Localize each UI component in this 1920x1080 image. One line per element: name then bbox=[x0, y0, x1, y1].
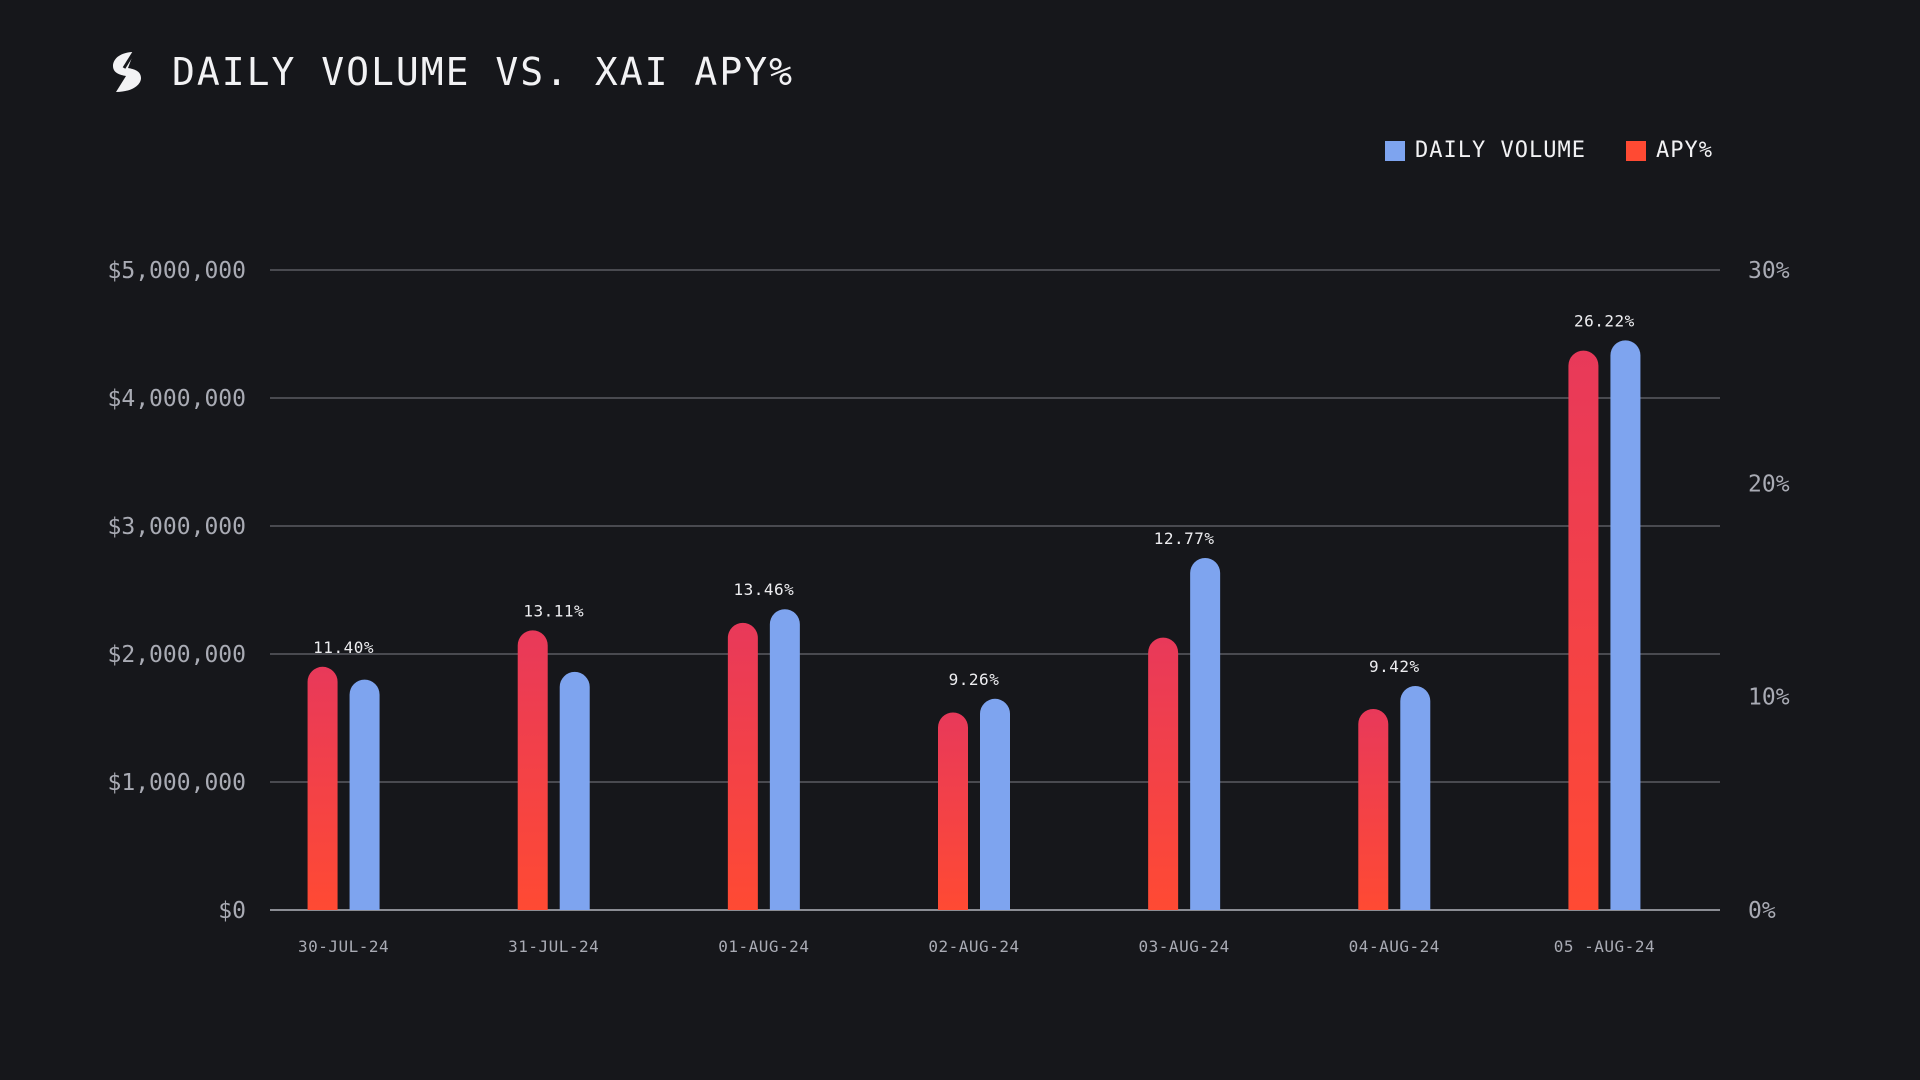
bars-layer bbox=[307, 340, 1641, 910]
x-tick-label: 02-AUG-24 bbox=[928, 937, 1019, 956]
apy-data-label: 26.22% bbox=[1574, 311, 1635, 330]
apy-bar bbox=[1358, 709, 1389, 910]
apy-data-label: 13.11% bbox=[523, 601, 584, 620]
legend-label-apy: APY% bbox=[1655, 138, 1713, 163]
apy-bar bbox=[517, 630, 548, 910]
apy-data-label: 9.26% bbox=[949, 670, 1000, 689]
volume-bar bbox=[559, 671, 590, 910]
chart-legend: DAILY VOLUME APY% bbox=[1385, 138, 1713, 163]
apy-data-label: 11.40% bbox=[313, 638, 374, 657]
x-tick-label: 04-AUG-24 bbox=[1349, 937, 1440, 956]
y-tick-label-left: $3,000,000 bbox=[108, 514, 246, 540]
y-tick-label-right: 30% bbox=[1748, 258, 1790, 284]
apy-data-label: 9.42% bbox=[1369, 657, 1420, 676]
apy-data-label: 13.46% bbox=[733, 580, 794, 599]
y-tick-label-left: $1,000,000 bbox=[108, 770, 246, 796]
apy-bar bbox=[1148, 637, 1179, 910]
volume-bar bbox=[1190, 558, 1221, 910]
legend-swatch-volume bbox=[1385, 140, 1405, 161]
legend-swatch-apy bbox=[1625, 140, 1646, 161]
brand-logo-icon bbox=[113, 51, 141, 92]
y-tick-label-left: $5,000,000 bbox=[108, 258, 246, 284]
legend-label-volume: DAILY VOLUME bbox=[1415, 138, 1586, 163]
apy-bar bbox=[938, 712, 969, 910]
x-tick-label: 01-AUG-24 bbox=[718, 937, 809, 956]
y-tick-label-left: $0 bbox=[218, 898, 246, 924]
y-tick-label-right: 20% bbox=[1748, 471, 1790, 497]
apy-bar bbox=[307, 666, 338, 910]
y-tick-label-right: 0% bbox=[1748, 898, 1776, 924]
x-tick-label: 31-JUL-24 bbox=[508, 937, 599, 956]
apy-data-label: 12.77% bbox=[1154, 529, 1215, 548]
legend-item-apy: APY% bbox=[1625, 138, 1713, 163]
volume-bar bbox=[1610, 340, 1641, 910]
y-tick-label-left: $4,000,000 bbox=[108, 386, 246, 412]
chart-header: DAILY VOLUME VS. XAI APY% bbox=[110, 50, 794, 94]
y-tick-label-left: $2,000,000 bbox=[108, 642, 246, 668]
labels-layer: $0 $1,000,000 $2,000,000 $3,000,000 $4,000,0… bbox=[108, 258, 1790, 956]
apy-bar bbox=[727, 622, 758, 910]
volume-bar bbox=[769, 609, 800, 910]
legend-item-volume: DAILY VOLUME bbox=[1385, 138, 1586, 163]
volume-bar bbox=[980, 698, 1010, 910]
x-tick-label: 05 -AUG-24 bbox=[1554, 937, 1655, 956]
x-tick-label: 03-AUG-24 bbox=[1139, 937, 1230, 956]
volume-bar bbox=[1400, 686, 1431, 910]
volume-bar bbox=[349, 679, 380, 910]
x-tick-label: 30-JUL-24 bbox=[298, 937, 389, 956]
y-tick-label-right: 10% bbox=[1748, 685, 1790, 711]
apy-bar bbox=[1568, 350, 1599, 910]
chart-title: DAILY VOLUME VS. XAI APY% bbox=[172, 50, 794, 94]
